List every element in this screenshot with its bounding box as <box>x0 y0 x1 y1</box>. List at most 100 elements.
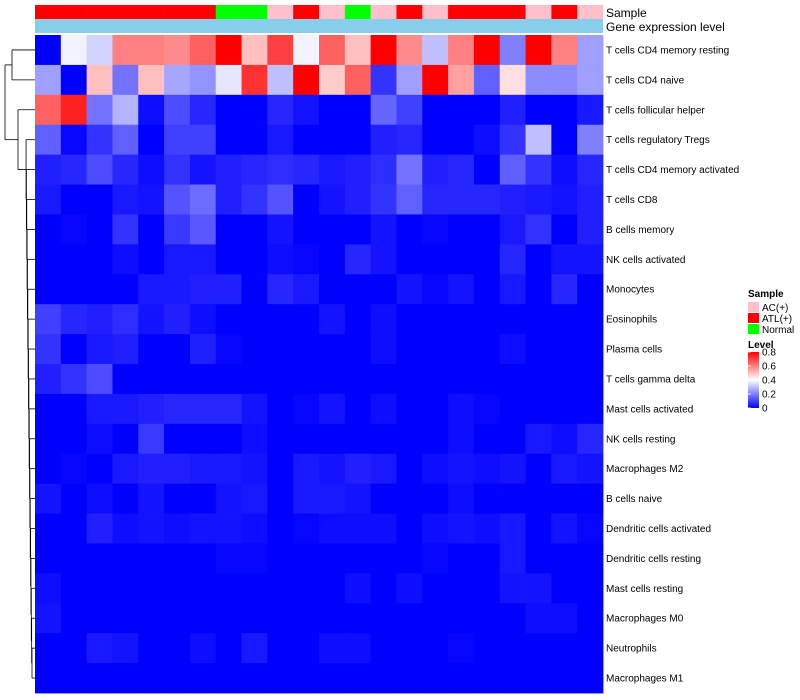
heatmap-cell <box>473 393 501 425</box>
heatmap-cell <box>370 483 397 514</box>
heatmap-cell <box>319 184 346 215</box>
heatmap-cell <box>138 94 165 126</box>
heatmap-cell <box>448 423 475 455</box>
heatmap-cell <box>138 364 165 395</box>
heatmap-cell <box>267 334 294 365</box>
heatmap-cell <box>499 154 526 185</box>
heatmap-cell <box>241 423 268 455</box>
heatmap-cell <box>112 423 139 455</box>
heatmap-cell <box>499 94 526 126</box>
heatmap-cell <box>577 304 604 335</box>
heatmap-cell <box>551 214 578 245</box>
row-label: Mast cells activated <box>606 404 693 415</box>
heatmap-cell <box>499 274 526 305</box>
heatmap-cell <box>319 304 346 335</box>
legend-level-tick-label: 0 <box>762 404 768 415</box>
heatmap-cell <box>370 543 397 574</box>
heatmap-cell <box>473 304 501 335</box>
legend-sample-swatch <box>748 324 759 334</box>
heatmap-cell <box>267 64 294 96</box>
heatmap-cell <box>344 334 372 365</box>
heatmap-cell <box>525 453 552 485</box>
heatmap-cell <box>577 154 604 185</box>
heatmap-cell <box>551 184 578 215</box>
heatmap-cell <box>138 573 165 604</box>
heatmap-cell <box>525 304 552 335</box>
heatmap-cell <box>60 663 88 694</box>
heatmap-cell <box>60 483 88 514</box>
heatmap-cell <box>293 483 320 514</box>
heatmap-cell <box>396 154 423 185</box>
heatmap-cell <box>164 154 191 185</box>
row-label: T cells follicular helper <box>606 105 705 116</box>
heatmap-cell <box>35 453 62 485</box>
sample-annotation-label: Sample <box>606 6 647 20</box>
row-label: Neutrophils <box>606 644 657 655</box>
heatmap-cell <box>86 364 113 395</box>
heatmap-cell <box>138 244 165 275</box>
heatmap-cell <box>551 603 578 634</box>
heatmap-cell <box>422 513 449 544</box>
heatmap-cell <box>35 483 62 514</box>
heatmap-cell <box>525 364 552 395</box>
heatmap-cell <box>267 184 294 215</box>
heatmap-cell <box>319 154 346 185</box>
heatmap-cell <box>241 35 268 66</box>
heatmap-cell <box>241 364 268 395</box>
heatmap-cell <box>35 663 62 694</box>
heatmap-cell <box>138 543 165 574</box>
sample-annotation-cell <box>241 5 268 19</box>
heatmap-cell <box>344 364 372 395</box>
heatmap-cell <box>189 573 217 604</box>
heatmap-cell <box>138 393 165 425</box>
heatmap-cell <box>189 423 217 455</box>
row-label: Macrophages M2 <box>606 464 684 475</box>
heatmap-cell <box>344 64 372 96</box>
heatmap-cell <box>396 274 423 305</box>
heatmap-cell <box>319 274 346 305</box>
heatmap-cell <box>344 483 372 514</box>
heatmap-cell <box>448 304 475 335</box>
heatmap-cell <box>164 214 191 245</box>
sample-annotation-cell <box>35 5 62 19</box>
heatmap-cell <box>448 513 475 544</box>
heatmap-cell <box>293 364 320 395</box>
heatmap-cell <box>267 154 294 185</box>
heatmap-cell <box>60 64 88 96</box>
heatmap-cell <box>241 334 268 365</box>
heatmap-cell <box>60 364 88 395</box>
heatmap-cell <box>370 154 397 185</box>
row-label: Macrophages M0 <box>606 614 684 625</box>
heatmap-cell <box>35 274 62 305</box>
heatmap-cell <box>189 453 217 485</box>
heatmap-cell <box>60 453 88 485</box>
heatmap-cell <box>112 244 139 275</box>
row-label: T cells CD4 memory activated <box>606 165 739 176</box>
heatmap-cell <box>215 94 242 126</box>
legend-level-tick-label: 0.4 <box>762 376 776 387</box>
heatmap-cell <box>293 64 320 96</box>
heatmap-cell <box>370 633 397 664</box>
heatmap-cell <box>525 663 552 694</box>
heatmap-cell <box>422 94 449 126</box>
heatmap-cell <box>396 393 423 425</box>
heatmap-cell <box>164 513 191 544</box>
heatmap-cell <box>215 244 242 275</box>
heatmap-cell <box>396 334 423 365</box>
heatmap-cell <box>448 154 475 185</box>
sample-annotation-cell <box>577 5 604 19</box>
heatmap-cell <box>267 663 294 694</box>
heatmap-cell <box>164 184 191 215</box>
legend-sample-label: ATL(+) <box>762 314 792 325</box>
heatmap-cell <box>370 663 397 694</box>
heatmap-cell <box>370 64 397 96</box>
heatmap-cell <box>86 184 113 215</box>
heatmap-cell <box>319 483 346 514</box>
heatmap-cell <box>86 393 113 425</box>
heatmap-cell <box>525 483 552 514</box>
heatmap-cell <box>422 35 449 66</box>
legend-level-tick-label: 0.8 <box>762 348 776 359</box>
heatmap-cell <box>86 94 113 126</box>
heatmap-cell <box>577 573 604 604</box>
